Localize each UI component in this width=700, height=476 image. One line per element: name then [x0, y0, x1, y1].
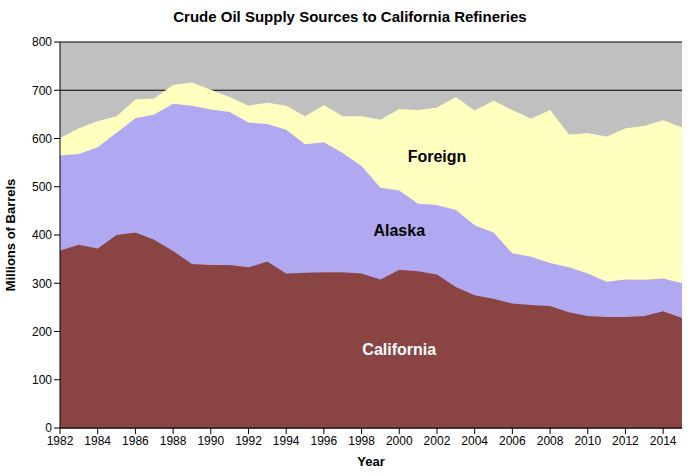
svg-text:California: California: [362, 341, 436, 358]
svg-text:1996: 1996: [311, 434, 338, 448]
svg-text:2014: 2014: [650, 434, 677, 448]
svg-text:2002: 2002: [424, 434, 451, 448]
svg-text:2010: 2010: [574, 434, 601, 448]
svg-text:1986: 1986: [122, 434, 149, 448]
svg-text:800: 800: [32, 35, 52, 49]
svg-text:2012: 2012: [612, 434, 639, 448]
svg-text:0: 0: [45, 421, 52, 435]
svg-text:200: 200: [32, 325, 52, 339]
svg-text:Foreign: Foreign: [408, 148, 467, 165]
svg-text:1990: 1990: [197, 434, 224, 448]
svg-text:700: 700: [32, 84, 52, 98]
svg-text:2008: 2008: [537, 434, 564, 448]
svg-text:600: 600: [32, 132, 52, 146]
svg-text:1982: 1982: [47, 434, 74, 448]
svg-text:2004: 2004: [461, 434, 488, 448]
svg-text:1994: 1994: [273, 434, 300, 448]
html-text:Crude Oil Supply Sources to Ca: Crude Oil Supply Sources to California R…: [173, 8, 527, 25]
svg-text:2000: 2000: [386, 434, 413, 448]
svg-text:1992: 1992: [235, 434, 262, 448]
svg-text:2006: 2006: [499, 434, 526, 448]
svg-text:100: 100: [32, 373, 52, 387]
svg-text:Millions of Barrels: Millions of Barrels: [8, 179, 18, 292]
svg-text:300: 300: [32, 277, 52, 291]
svg-text:Alaska: Alaska: [373, 222, 425, 239]
svg-text:1998: 1998: [348, 434, 375, 448]
svg-text:500: 500: [32, 180, 52, 194]
svg-text:1984: 1984: [84, 434, 111, 448]
svg-text:400: 400: [32, 228, 52, 242]
svg-text:1988: 1988: [160, 434, 187, 448]
svg-text:Year: Year: [357, 454, 384, 469]
